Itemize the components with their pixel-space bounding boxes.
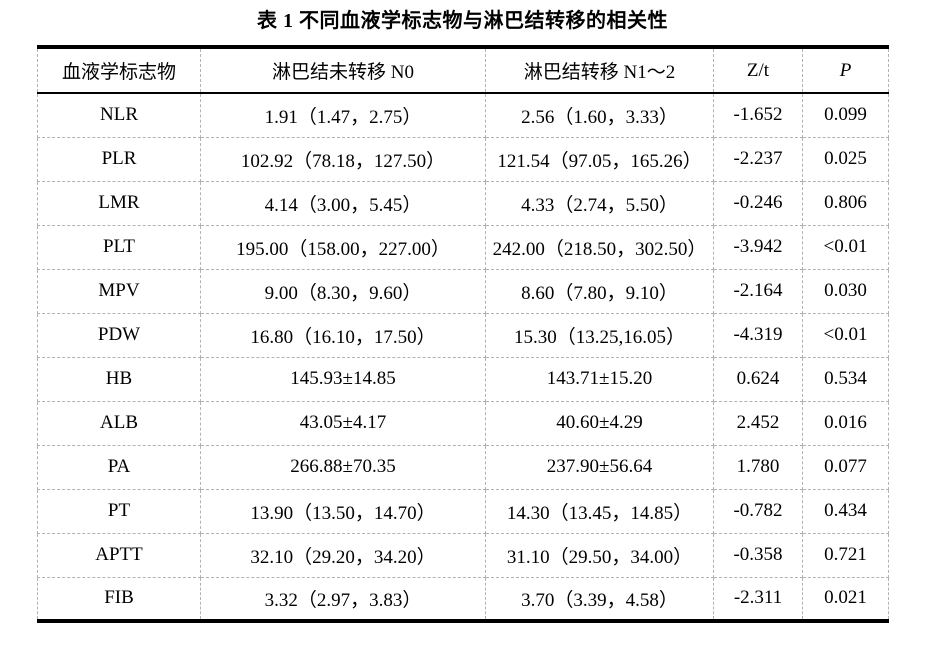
table-row: ALB 43.05±4.17 40.60±4.29 2.452 0.016 <box>37 400 889 446</box>
value-cell: -4.319 <box>713 312 803 358</box>
value-cell: 266.88±70.35 <box>200 444 486 490</box>
value-cell: 242.00（218.50，302.50） <box>485 224 714 270</box>
table-row: HB 145.93±14.85 143.71±15.20 0.624 0.534 <box>37 356 889 402</box>
marker-cell: PLT <box>37 224 201 270</box>
value-cell: -1.652 <box>713 92 803 138</box>
value-cell: 1.91（1.47，2.75） <box>200 92 486 138</box>
table-row: PDW 16.80（16.10，17.50） 15.30（13.25,16.05） -… <box>37 312 889 358</box>
value-cell: -0.358 <box>713 532 803 578</box>
value-cell: 0.721 <box>802 532 889 578</box>
column-header-zt: Z/t <box>713 46 803 94</box>
value-cell: -0.246 <box>713 180 803 226</box>
marker-cell: MPV <box>37 268 201 314</box>
value-cell: 102.92（78.18，127.50） <box>200 136 486 182</box>
table-caption: 表 1 不同血液学标志物与淋巴结转移的相关性 <box>257 10 668 32</box>
marker-cell: NLR <box>37 92 201 138</box>
value-cell: 0.025 <box>802 136 889 182</box>
marker-cell: PT <box>37 488 201 534</box>
value-cell: 1.780 <box>713 444 803 490</box>
value-cell: 0.030 <box>802 268 889 314</box>
table-row: NLR 1.91（1.47，2.75） 2.56（1.60，3.33） -1.652 0… <box>37 92 889 138</box>
value-cell: 2.56（1.60，3.33） <box>485 92 714 138</box>
table-row: APTT 32.10（29.20，34.20） 31.10（29.50，34.00）… <box>37 532 889 578</box>
marker-cell: ALB <box>37 400 201 446</box>
table-row: PLT 195.00（158.00，227.00） 242.00（218.50，30… <box>37 224 889 270</box>
header-row: 血液学标志物 淋巴结未转移 N0 淋巴结转移 N1～2 Z/t P <box>37 46 889 94</box>
value-cell: 4.14（3.00，5.45） <box>200 180 486 226</box>
value-cell: -3.942 <box>713 224 803 270</box>
marker-cell: FIB <box>37 576 201 622</box>
value-cell: 16.80（16.10，17.50） <box>200 312 486 358</box>
value-cell: 145.93±14.85 <box>200 356 486 402</box>
table-row: PA 266.88±70.35 237.90±56.64 1.780 0.077 <box>37 444 889 490</box>
value-cell: 0.624 <box>713 356 803 402</box>
table-row: PLR 102.92（78.18，127.50） 121.54（97.05，165.… <box>37 136 889 182</box>
marker-cell: PDW <box>37 312 201 358</box>
table-body: NLR 1.91（1.47，2.75） 2.56（1.60，3.33） -1.652 0… <box>37 92 889 622</box>
value-cell: <0.01 <box>802 312 889 358</box>
value-cell: 43.05±4.17 <box>200 400 486 446</box>
marker-cell: PA <box>37 444 201 490</box>
value-cell: 0.016 <box>802 400 889 446</box>
value-cell: 121.54（97.05，165.26） <box>485 136 714 182</box>
value-cell: 40.60±4.29 <box>485 400 714 446</box>
marker-cell: HB <box>37 356 201 402</box>
value-cell: 15.30（13.25,16.05） <box>485 312 714 358</box>
column-header-n1-2: 淋巴结转移 N1～2 <box>485 46 714 94</box>
value-cell: 9.00（8.30，9.60） <box>200 268 486 314</box>
value-cell: 31.10（29.50，34.00） <box>485 532 714 578</box>
table-row: LMR 4.14（3.00，5.45） 4.33（2.74，5.50） -0.246 0… <box>37 180 889 226</box>
value-cell: -2.237 <box>713 136 803 182</box>
value-cell: 0.434 <box>802 488 889 534</box>
value-cell: 143.71±15.20 <box>485 356 714 402</box>
value-cell: -0.782 <box>713 488 803 534</box>
value-cell: 3.70（3.39，4.58） <box>485 576 714 622</box>
table-row: MPV 9.00（8.30，9.60） 8.60（7.80，9.10） -2.164 0… <box>37 268 889 314</box>
value-cell: 32.10（29.20，34.20） <box>200 532 486 578</box>
column-header-p: P <box>802 46 889 94</box>
value-cell: -2.311 <box>713 576 803 622</box>
value-cell: 2.452 <box>713 400 803 446</box>
value-cell: 0.099 <box>802 92 889 138</box>
value-cell: 0.021 <box>802 576 889 622</box>
data-table: 血液学标志物 淋巴结未转移 N0 淋巴结转移 N1～2 Z/t P NLR 1.9… <box>37 45 889 623</box>
value-cell: 237.90±56.64 <box>485 444 714 490</box>
value-cell: 0.806 <box>802 180 889 226</box>
marker-cell: PLR <box>37 136 201 182</box>
value-cell: 3.32（2.97，3.83） <box>200 576 486 622</box>
marker-cell: LMR <box>37 180 201 226</box>
value-cell: 13.90（13.50，14.70） <box>200 488 486 534</box>
value-cell: <0.01 <box>802 224 889 270</box>
value-cell: -2.164 <box>713 268 803 314</box>
value-cell: 14.30（13.45，14.85） <box>485 488 714 534</box>
value-cell: 195.00（158.00，227.00） <box>200 224 486 270</box>
table-row: FIB 3.32（2.97，3.83） 3.70（3.39，4.58） -2.311 0… <box>37 576 889 622</box>
column-header-marker: 血液学标志物 <box>37 46 201 94</box>
table-row: PT 13.90（13.50，14.70） 14.30（13.45，14.85） -0… <box>37 488 889 534</box>
value-cell: 0.077 <box>802 444 889 490</box>
value-cell: 0.534 <box>802 356 889 402</box>
column-header-n0: 淋巴结未转移 N0 <box>200 46 486 94</box>
value-cell: 4.33（2.74，5.50） <box>485 180 714 226</box>
marker-cell: APTT <box>37 532 201 578</box>
value-cell: 8.60（7.80，9.10） <box>485 268 714 314</box>
